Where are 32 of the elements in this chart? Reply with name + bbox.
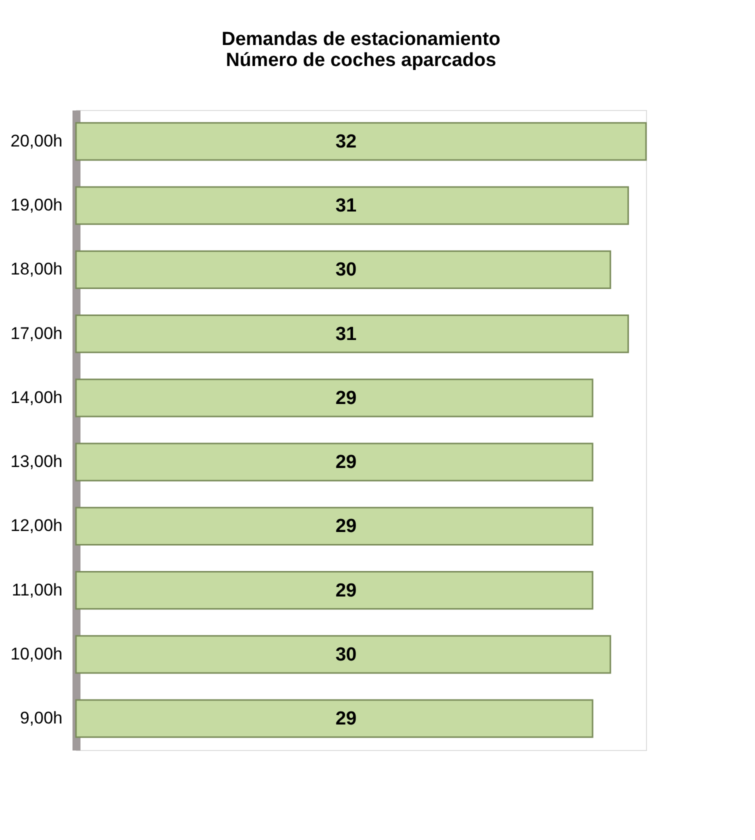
y-tick-label: 10,00h [10, 644, 62, 664]
data-label: 29 [335, 388, 357, 409]
bar [75, 570, 594, 610]
data-label: 30 [335, 260, 357, 281]
bar [75, 314, 629, 354]
bar [75, 186, 629, 225]
y-tick-label: 13,00h [10, 452, 62, 472]
text: Número de coches aparcados [226, 50, 496, 71]
y-tick-label: 12,00h [10, 516, 62, 536]
y-tick-label: 11,00h [12, 580, 62, 600]
text: Demandas de estacionamiento [222, 29, 500, 50]
data-label: 29 [335, 452, 357, 474]
data-label: 29 [335, 516, 357, 538]
data-label: 31 [335, 196, 357, 217]
bar [75, 378, 594, 418]
y-tick-label: 14,00h [10, 388, 62, 407]
bar [75, 122, 647, 161]
data-label: 29 [335, 580, 357, 602]
y-tick-label: 20,00h [10, 131, 62, 150]
bar [75, 250, 612, 290]
data-label: 31 [335, 324, 357, 345]
y-tick-label: 18,00h [10, 260, 62, 279]
bar [75, 442, 594, 482]
bar [75, 699, 594, 738]
bar [75, 635, 612, 674]
y-tick-label: 17,00h [10, 324, 62, 343]
data-label: 32 [335, 131, 357, 152]
data-label: 29 [335, 708, 357, 730]
bar [75, 506, 594, 546]
y-tick-label: 9,00h [20, 708, 62, 728]
data-label: 30 [335, 644, 357, 666]
y-tick-label: 19,00h [10, 196, 62, 215]
